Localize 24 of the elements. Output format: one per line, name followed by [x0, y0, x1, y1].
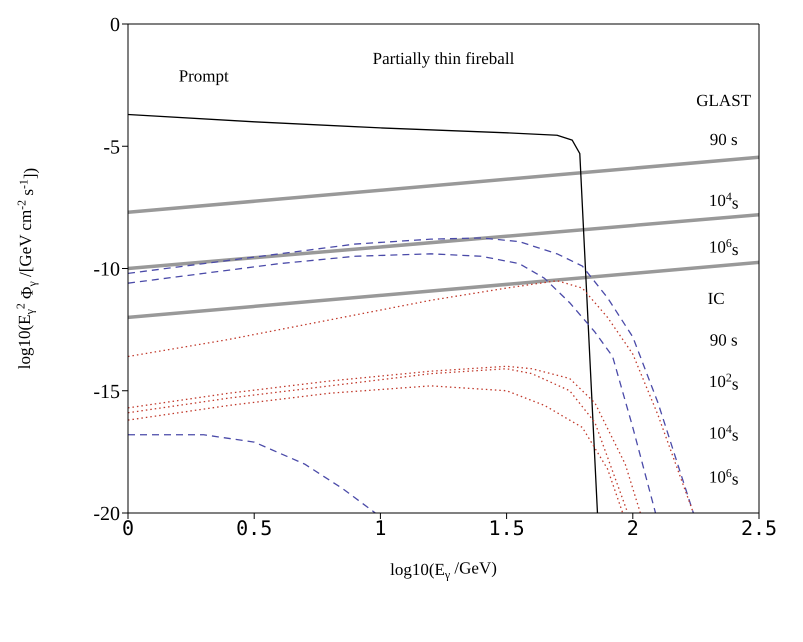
x-axis-title: log10(E$_{γ}$ /GeV) [390, 558, 497, 582]
annotation: 10$^{4}$s [708, 422, 738, 445]
annotation: GLAST [696, 90, 752, 110]
annotation: Prompt [178, 66, 230, 86]
text: Partially thin fireball [372, 49, 515, 68]
x-tick-label: 2.5 [740, 516, 778, 540]
x-tick-label: 2 [626, 516, 639, 540]
y-tick-label: -5 [103, 136, 120, 158]
annotation: 10$^{2}$s [708, 370, 738, 394]
annotation: 10$^{4}$s [708, 190, 738, 212]
annotation: 10$^{6}$s [708, 236, 738, 259]
annotation: 10$^{6}$s [708, 466, 738, 489]
y-tick-label: -20 [93, 503, 120, 526]
y-tick-label: -10 [93, 258, 120, 281]
x-tick-label: 1 [374, 516, 386, 540]
x-tick-label: 0.5 [236, 516, 272, 540]
line-series [128, 280, 694, 513]
annotation: 90 s [710, 130, 738, 149]
y-tick-label: 0 [110, 14, 120, 36]
y-tick-label: -15 [93, 380, 120, 403]
annotation: IC [708, 288, 725, 308]
annotation: 90 s [710, 330, 738, 350]
x-tick-label: 1.5 [488, 516, 525, 540]
line-series [128, 434, 376, 513]
